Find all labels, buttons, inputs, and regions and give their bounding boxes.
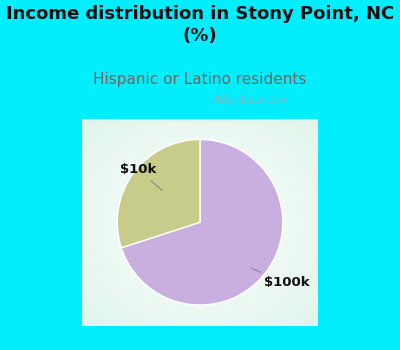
Text: Hispanic or Latino residents: Hispanic or Latino residents — [93, 72, 307, 87]
Wedge shape — [117, 140, 200, 248]
Wedge shape — [121, 140, 283, 305]
Text: $10k: $10k — [120, 163, 162, 190]
Text: Income distribution in Stony Point, NC
(%): Income distribution in Stony Point, NC (… — [6, 5, 394, 45]
Text: City-Data.com: City-Data.com — [217, 95, 286, 105]
Text: $100k: $100k — [252, 268, 310, 289]
Text: ◎: ◎ — [212, 95, 221, 105]
